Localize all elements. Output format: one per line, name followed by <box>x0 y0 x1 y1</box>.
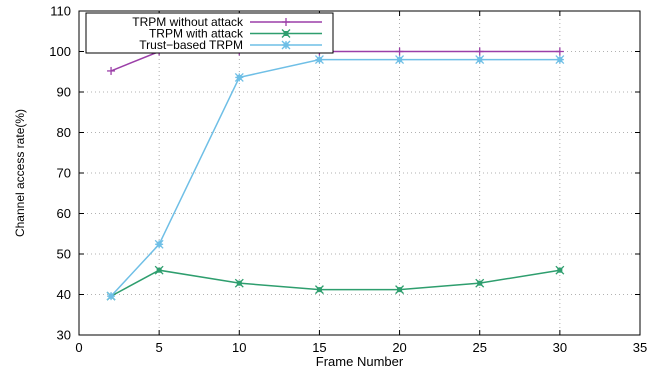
legend-label: TRPM with attack <box>149 27 244 41</box>
y-tick-label: 110 <box>50 4 71 19</box>
data-point <box>154 265 164 275</box>
data-point <box>555 47 564 56</box>
x-axis-label: Frame Number <box>316 354 404 369</box>
data-point <box>555 55 565 65</box>
y-tick-label: 100 <box>49 44 71 59</box>
data-point <box>281 29 291 38</box>
data-point <box>107 66 116 75</box>
y-tick-label: 90 <box>57 85 71 100</box>
y-tick-label: 80 <box>57 125 71 140</box>
series-2 <box>106 55 565 301</box>
y-tick-label: 60 <box>57 206 71 221</box>
x-tick-label: 15 <box>312 340 326 355</box>
data-point <box>234 278 244 288</box>
x-tick-label: 10 <box>232 340 246 355</box>
data-point <box>281 40 291 50</box>
y-tick-label: 40 <box>57 287 71 302</box>
legend-label: Trust−based TRPM <box>139 38 243 52</box>
data-point <box>395 47 404 56</box>
data-point <box>475 55 485 65</box>
data-point <box>475 278 485 288</box>
x-tick-label: 30 <box>553 340 567 355</box>
data-point <box>314 55 324 65</box>
x-tick-label: 5 <box>156 340 163 355</box>
x-tick-label: 35 <box>633 340 647 355</box>
data-point <box>106 291 116 301</box>
y-tick-label: 50 <box>57 247 71 262</box>
y-tick-label: 30 <box>57 328 71 343</box>
x-tick-label: 25 <box>472 340 486 355</box>
legend-label: TRPM without attack <box>132 15 244 29</box>
data-point <box>475 47 484 56</box>
x-tick-label: 20 <box>392 340 406 355</box>
series-line <box>110 58 560 297</box>
data-point <box>234 72 244 82</box>
x-tick-label: 0 <box>75 340 82 355</box>
data-point <box>314 285 324 295</box>
series-line <box>110 269 560 297</box>
series-1 <box>106 265 565 301</box>
y-axis: 30 40 50 60 70 80 90 100 110 <box>49 4 640 343</box>
data-point <box>555 265 565 275</box>
data-point <box>154 239 164 249</box>
data-point <box>282 18 290 26</box>
series-layer <box>106 47 565 301</box>
y-tick-label: 70 <box>57 166 71 181</box>
data-point <box>395 285 405 295</box>
data-point <box>395 55 405 65</box>
legend-box <box>85 12 334 54</box>
x-axis: 0 5 10 15 20 25 30 35 <box>75 11 647 355</box>
y-axis-label: Channel access rate(%) <box>13 109 27 237</box>
series-line <box>110 50 560 72</box>
